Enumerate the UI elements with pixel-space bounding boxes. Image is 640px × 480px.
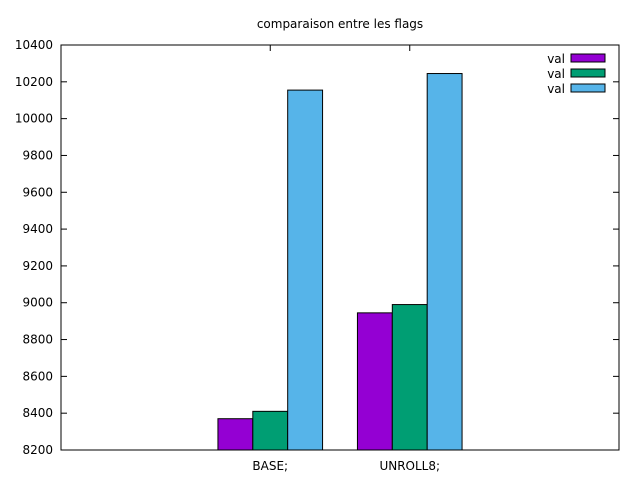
y-tick-label: 8400 xyxy=(22,406,53,420)
y-tick-label: 10000 xyxy=(15,112,53,126)
bar xyxy=(391,304,428,451)
legend-label: val xyxy=(547,52,565,66)
x-tick-label: BASE; xyxy=(252,459,288,473)
bar xyxy=(426,73,463,451)
bar xyxy=(287,89,324,451)
y-tick-label: 9000 xyxy=(22,296,53,310)
y-tick-label: 9800 xyxy=(22,148,53,162)
y-tick-label: 9600 xyxy=(22,185,53,199)
y-tick-label: 8200 xyxy=(22,443,53,457)
legend-label: val xyxy=(547,82,565,96)
x-tick-label: UNROLL8; xyxy=(379,459,440,473)
y-tick-label: 8600 xyxy=(22,369,53,383)
chart-title: comparaison entre les flags xyxy=(257,17,423,31)
bar xyxy=(356,312,393,451)
legend-swatch xyxy=(570,68,606,78)
y-tick-label: 9200 xyxy=(22,259,53,273)
bars xyxy=(217,73,463,451)
y-axis-ticks: 8200 8400 8600 8800 9000 9200 9400 9600 9800 1000… xyxy=(15,38,619,457)
y-tick-label: 8800 xyxy=(22,333,53,347)
plot-frame xyxy=(60,44,620,451)
legend-label: val xyxy=(547,67,565,81)
y-tick-label: 10200 xyxy=(15,75,53,89)
x-axis-ticks: BASE; UNROLL8; xyxy=(252,45,440,473)
legend-swatch xyxy=(570,83,606,93)
legend-swatch xyxy=(570,53,606,63)
bar xyxy=(252,410,289,451)
y-tick-label: 10400 xyxy=(15,38,53,52)
y-tick-label: 9400 xyxy=(22,222,53,236)
bar xyxy=(217,418,254,451)
